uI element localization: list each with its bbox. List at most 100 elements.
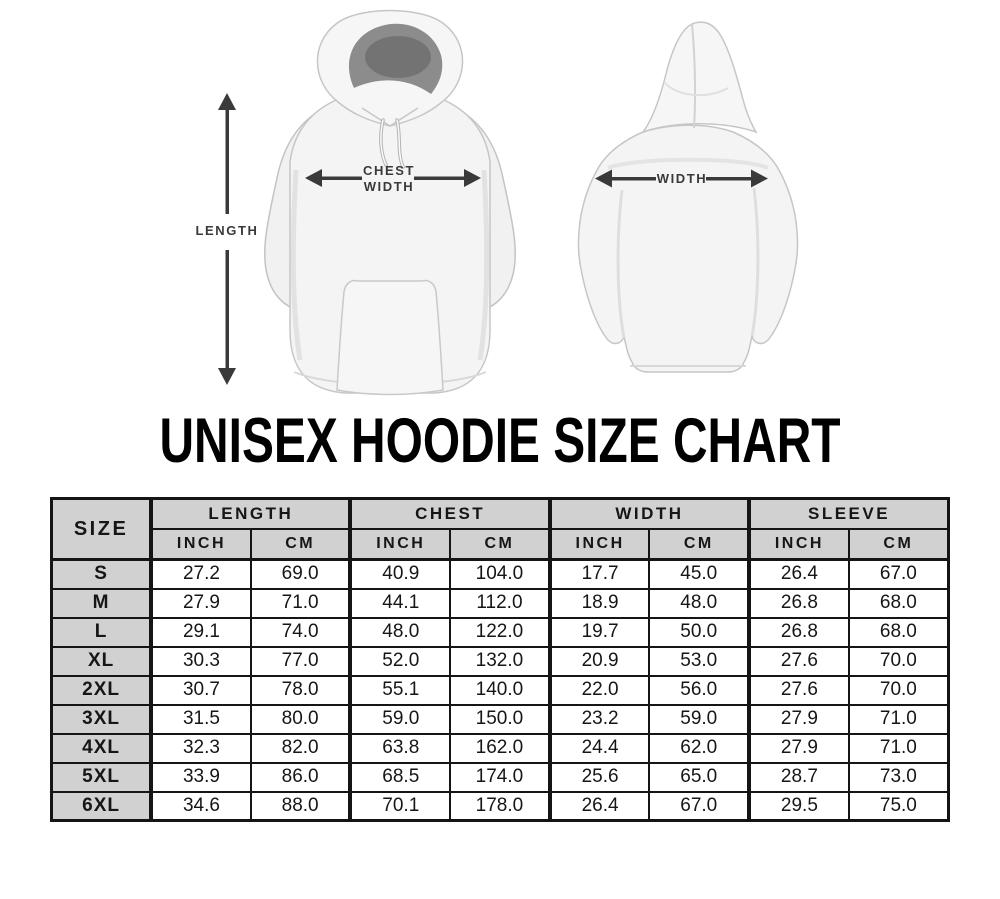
size-value-cell: 73.0 xyxy=(847,761,950,793)
size-value-cell: 67.0 xyxy=(648,790,751,822)
size-value-cell: 104.0 xyxy=(449,558,551,590)
size-value-cell: 71.0 xyxy=(249,587,352,619)
size-value-cell: 59.0 xyxy=(348,703,452,735)
size-value-cell: 62.0 xyxy=(648,732,751,764)
size-value-cell: 178.0 xyxy=(449,790,551,822)
size-value-cell: 55.1 xyxy=(348,674,452,706)
size-value-cell: 67.0 xyxy=(847,558,950,590)
size-value-cell: 77.0 xyxy=(249,645,352,677)
size-label: 5XL xyxy=(50,761,153,793)
size-value-cell: 26.4 xyxy=(747,558,850,590)
size-value-cell: 112.0 xyxy=(449,587,551,619)
size-value-cell: 27.6 xyxy=(747,645,850,677)
size-value-cell: 174.0 xyxy=(449,761,551,793)
size-value-cell: 26.8 xyxy=(747,616,850,648)
size-value-cell: 29.1 xyxy=(149,616,252,648)
size-value-cell: 33.9 xyxy=(149,761,252,793)
hoodie-back-illustration xyxy=(577,21,799,373)
size-value-cell: 65.0 xyxy=(648,761,751,793)
size-value-cell: 32.3 xyxy=(149,732,252,764)
size-value-cell: 26.4 xyxy=(547,790,651,822)
size-value-cell: 34.6 xyxy=(149,790,252,822)
size-value-cell: 140.0 xyxy=(449,674,551,706)
size-value-cell: 45.0 xyxy=(648,558,751,590)
size-column-header: SIZE xyxy=(50,497,153,561)
unit-header: CM xyxy=(449,528,551,561)
size-value-cell: 27.9 xyxy=(747,732,850,764)
size-value-cell: 74.0 xyxy=(249,616,352,648)
size-label: 6XL xyxy=(50,790,153,822)
group-header-length: LENGTH xyxy=(149,497,352,530)
page-title: UNISEX HOODIE SIZE CHART xyxy=(159,406,841,476)
size-label: M xyxy=(50,587,153,619)
size-value-cell: 26.8 xyxy=(747,587,850,619)
size-value-cell: 56.0 xyxy=(648,674,751,706)
size-value-cell: 27.6 xyxy=(747,674,850,706)
unit-header: CM xyxy=(847,528,950,561)
size-value-cell: 27.9 xyxy=(747,703,850,735)
size-value-cell: 59.0 xyxy=(648,703,751,735)
size-value-cell: 70.0 xyxy=(847,645,950,677)
size-value-cell: 25.6 xyxy=(547,761,651,793)
hoodie-diagram-section: LENGTH CHEST WIDTH WIDTH xyxy=(0,0,1000,400)
table-row: 5XL 33.9 86.0 68.5 174.0 25.6 65.0 28.7 73.0 xyxy=(50,761,950,793)
size-value-cell: 19.7 xyxy=(547,616,651,648)
table-row: 2XL 30.7 78.0 55.1 140.0 22.0 56.0 27.6 70.0 xyxy=(50,674,950,706)
size-value-cell: 52.0 xyxy=(348,645,452,677)
size-value-cell: 50.0 xyxy=(648,616,751,648)
size-value-cell: 28.7 xyxy=(747,761,850,793)
table-row: M 27.9 71.0 44.1 112.0 18.9 48.0 26.8 68.0 xyxy=(50,587,950,619)
table-row: 3XL 31.5 80.0 59.0 150.0 23.2 59.0 27.9 71.0 xyxy=(50,703,950,735)
unit-header: INCH xyxy=(747,528,850,561)
size-value-cell: 20.9 xyxy=(547,645,651,677)
size-value-cell: 69.0 xyxy=(249,558,352,590)
chest-width-label-line2: WIDTH xyxy=(363,179,415,194)
chest-width-label-line1: CHEST xyxy=(362,162,416,178)
size-label: 4XL xyxy=(50,732,153,764)
size-value-cell: 71.0 xyxy=(847,703,950,735)
unit-header: INCH xyxy=(348,528,452,561)
table-row: 4XL 32.3 82.0 63.8 162.0 24.4 62.0 27.9 71.0 xyxy=(50,732,950,764)
size-table-body: S 27.2 69.0 40.9 104.0 17.7 45.0 26.4 67.0 M 27.9 7… xyxy=(50,558,950,822)
unit-header: INCH xyxy=(547,528,651,561)
unit-header: CM xyxy=(648,528,751,561)
table-row: S 27.2 69.0 40.9 104.0 17.7 45.0 26.4 67.0 xyxy=(50,558,950,590)
table-row: L 29.1 74.0 48.0 122.0 19.7 50.0 26.8 68.0 xyxy=(50,616,950,648)
size-table-header: SIZE LENGTH CHEST WIDTH SLEEVE INCH CM I… xyxy=(50,497,950,561)
size-value-cell: 31.5 xyxy=(149,703,252,735)
size-value-cell: 63.8 xyxy=(348,732,452,764)
size-value-cell: 70.1 xyxy=(348,790,452,822)
size-value-cell: 27.9 xyxy=(149,587,252,619)
size-value-cell: 82.0 xyxy=(249,732,352,764)
size-value-cell: 162.0 xyxy=(449,732,551,764)
size-label: 2XL xyxy=(50,674,153,706)
size-value-cell: 75.0 xyxy=(847,790,950,822)
chest-width-measure-label: CHEST WIDTH xyxy=(363,163,415,196)
table-row: XL 30.3 77.0 52.0 132.0 20.9 53.0 27.6 70.0 xyxy=(50,645,950,677)
group-header-width: WIDTH xyxy=(547,497,751,530)
length-measure-label: LENGTH xyxy=(195,222,259,238)
unit-header: INCH xyxy=(149,528,252,561)
size-label: S xyxy=(50,558,153,590)
size-label: XL xyxy=(50,645,153,677)
group-header-chest: CHEST xyxy=(348,497,551,530)
size-label: 3XL xyxy=(50,703,153,735)
size-label: L xyxy=(50,616,153,648)
size-value-cell: 68.0 xyxy=(847,587,950,619)
size-value-cell: 70.0 xyxy=(847,674,950,706)
size-value-cell: 71.0 xyxy=(847,732,950,764)
size-value-cell: 68.0 xyxy=(847,616,950,648)
group-header-sleeve: SLEEVE xyxy=(747,497,950,530)
size-value-cell: 30.3 xyxy=(149,645,252,677)
size-value-cell: 80.0 xyxy=(249,703,352,735)
hoodie-front-illustration xyxy=(263,9,517,396)
size-value-cell: 22.0 xyxy=(547,674,651,706)
size-value-cell: 88.0 xyxy=(249,790,352,822)
back-width-measure-label: WIDTH xyxy=(656,170,708,186)
size-value-cell: 18.9 xyxy=(547,587,651,619)
size-value-cell: 30.7 xyxy=(149,674,252,706)
size-value-cell: 150.0 xyxy=(449,703,551,735)
size-chart-table: SIZE LENGTH CHEST WIDTH SLEEVE INCH CM I… xyxy=(50,497,950,822)
size-value-cell: 23.2 xyxy=(547,703,651,735)
